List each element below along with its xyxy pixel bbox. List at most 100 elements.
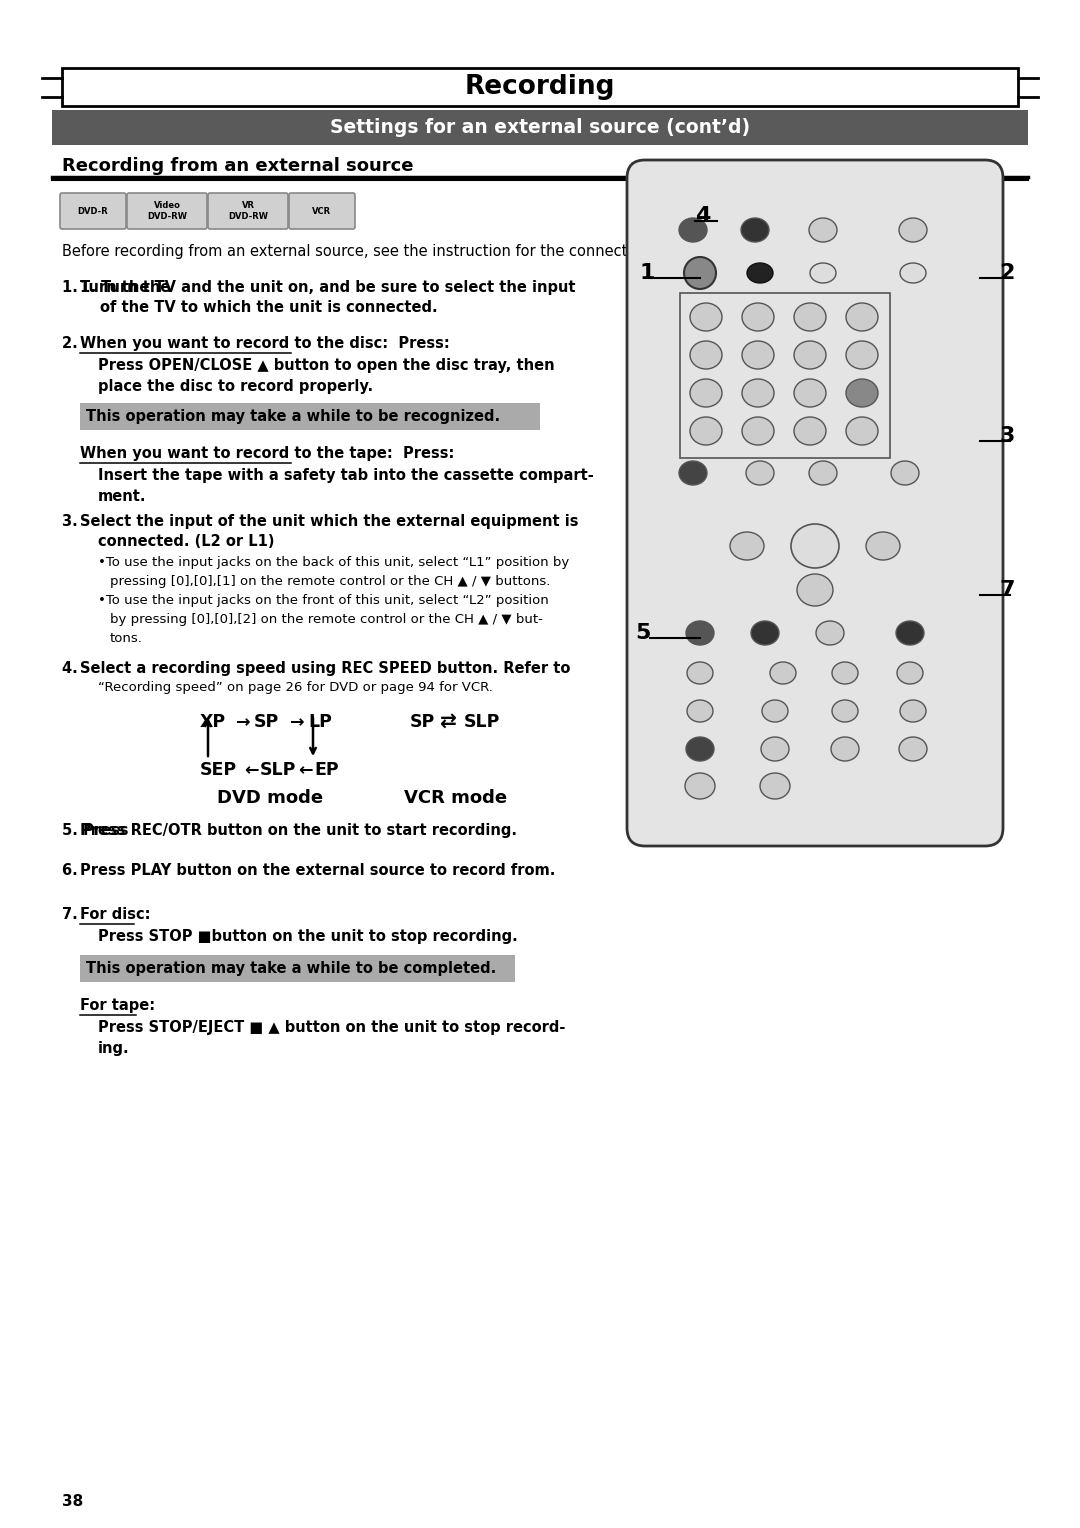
Text: 5. Press: 5. Press xyxy=(62,824,134,837)
Text: VCR: VCR xyxy=(312,206,332,215)
Ellipse shape xyxy=(809,461,837,484)
Text: ←: ← xyxy=(298,761,312,779)
Ellipse shape xyxy=(846,341,878,368)
Text: 2: 2 xyxy=(1000,263,1015,283)
Text: Before recording from an external source, see the instruction for the connection: Before recording from an external source… xyxy=(62,244,742,260)
Text: POWER: POWER xyxy=(681,206,704,212)
Text: 38: 38 xyxy=(62,1494,83,1510)
Text: Select a recording speed using REC SPEED button. Refer to: Select a recording speed using REC SPEED… xyxy=(80,662,570,675)
Text: Press OPEN/CLOSE ▲ button to open the disc tray, then: Press OPEN/CLOSE ▲ button to open the di… xyxy=(98,358,555,373)
Text: Settings for an external source (cont’d): Settings for an external source (cont’d) xyxy=(329,118,751,138)
Text: •To use the input jacks on the front of this unit, select “L2” position: •To use the input jacks on the front of … xyxy=(98,594,549,607)
Text: 2.: 2. xyxy=(62,336,83,351)
Ellipse shape xyxy=(899,736,927,761)
Ellipse shape xyxy=(791,524,839,568)
Text: 1. Turn the: 1. Turn the xyxy=(80,280,175,295)
Ellipse shape xyxy=(770,662,796,685)
Ellipse shape xyxy=(832,700,858,723)
Text: SP: SP xyxy=(410,714,435,730)
Text: Press PLAY button on the external source to record from.: Press PLAY button on the external source… xyxy=(80,863,555,879)
Text: ing.: ing. xyxy=(98,1041,130,1056)
Text: DVD mode: DVD mode xyxy=(217,788,323,807)
Text: 7: 7 xyxy=(999,581,1015,601)
Ellipse shape xyxy=(741,219,769,241)
Ellipse shape xyxy=(679,461,707,484)
Text: LP: LP xyxy=(308,714,332,730)
Text: Press REC/OTR button on the unit to start recording.: Press REC/OTR button on the unit to star… xyxy=(80,824,517,837)
Text: This operation may take a while to be recognized.: This operation may take a while to be re… xyxy=(86,410,500,423)
Text: This operation may take a while to be completed.: This operation may take a while to be co… xyxy=(86,961,496,976)
Bar xyxy=(680,293,890,458)
Text: by pressing [0],[0],[2] on the remote control or the CH ▲ / ▼ but-: by pressing [0],[0],[2] on the remote co… xyxy=(110,613,543,626)
Bar xyxy=(80,955,515,983)
Text: tons.: tons. xyxy=(110,633,143,645)
Ellipse shape xyxy=(866,532,900,559)
Ellipse shape xyxy=(810,263,836,283)
Text: →: → xyxy=(237,714,251,730)
Ellipse shape xyxy=(690,341,723,368)
Text: For disc:: For disc: xyxy=(80,908,150,921)
Text: VCR mode: VCR mode xyxy=(404,788,508,807)
Text: XP: XP xyxy=(200,714,226,730)
Text: SEP: SEP xyxy=(200,761,238,779)
Text: When you want to record to the disc:  Press:: When you want to record to the disc: Pre… xyxy=(80,336,449,351)
Text: 1.: 1. xyxy=(62,280,83,295)
FancyBboxPatch shape xyxy=(127,193,207,229)
Text: 5: 5 xyxy=(635,623,650,643)
Ellipse shape xyxy=(690,417,723,445)
Bar xyxy=(52,110,1028,145)
Text: OPEN/CLOSE: OPEN/CLOSE xyxy=(893,206,933,212)
Text: “Recording speed” on page 26 for DVD or page 94 for VCR.: “Recording speed” on page 26 for DVD or … xyxy=(98,681,492,694)
Ellipse shape xyxy=(685,773,715,799)
Text: Recording: Recording xyxy=(464,73,616,99)
Ellipse shape xyxy=(794,303,826,332)
Ellipse shape xyxy=(831,736,859,761)
Text: ←: ← xyxy=(244,761,258,779)
Text: 3.: 3. xyxy=(62,513,83,529)
Text: AUDIO: AUDIO xyxy=(813,206,834,212)
Text: Turn the TV and the unit on, and be sure to select the input: Turn the TV and the unit on, and be sure… xyxy=(80,280,576,295)
Ellipse shape xyxy=(900,700,926,723)
Text: •To use the input jacks on the back of this unit, select “L1” position by: •To use the input jacks on the back of t… xyxy=(98,556,569,568)
Text: of the TV to which the unit is connected.: of the TV to which the unit is connected… xyxy=(100,299,437,315)
Ellipse shape xyxy=(746,461,774,484)
Text: pressing [0],[0],[1] on the remote control or the CH ▲ / ▼ buttons.: pressing [0],[0],[1] on the remote contr… xyxy=(110,575,551,588)
Ellipse shape xyxy=(690,379,723,406)
Text: SLP: SLP xyxy=(464,714,500,730)
Ellipse shape xyxy=(832,662,858,685)
Ellipse shape xyxy=(687,700,713,723)
Ellipse shape xyxy=(797,575,833,607)
Text: Press STOP/EJECT ■ ▲ button on the unit to stop record-: Press STOP/EJECT ■ ▲ button on the unit … xyxy=(98,1021,565,1034)
Text: When you want to record to the tape:  Press:: When you want to record to the tape: Pre… xyxy=(80,446,455,461)
Text: 6.: 6. xyxy=(62,863,83,879)
Text: Press STOP ■button on the unit to stop recording.: Press STOP ■button on the unit to stop r… xyxy=(98,929,517,944)
Ellipse shape xyxy=(899,219,927,241)
Text: 4.: 4. xyxy=(62,662,83,675)
Ellipse shape xyxy=(900,263,926,283)
Ellipse shape xyxy=(747,263,773,283)
Text: connected. (L2 or L1): connected. (L2 or L1) xyxy=(98,533,274,549)
Ellipse shape xyxy=(751,620,779,645)
FancyBboxPatch shape xyxy=(289,193,355,229)
Ellipse shape xyxy=(846,417,878,445)
Ellipse shape xyxy=(794,341,826,368)
Bar xyxy=(80,403,540,429)
Text: REC SPEED: REC SPEED xyxy=(738,206,772,212)
Text: ment.: ment. xyxy=(98,489,147,504)
Text: SP: SP xyxy=(254,714,280,730)
FancyBboxPatch shape xyxy=(208,193,288,229)
Ellipse shape xyxy=(762,700,788,723)
Ellipse shape xyxy=(846,379,878,406)
Text: VR
DVD-RW: VR DVD-RW xyxy=(228,202,268,220)
Ellipse shape xyxy=(684,257,716,289)
Ellipse shape xyxy=(897,662,923,685)
Ellipse shape xyxy=(742,341,774,368)
Text: 3: 3 xyxy=(1000,426,1015,446)
Text: DVD-R: DVD-R xyxy=(78,206,108,215)
Ellipse shape xyxy=(690,303,723,332)
Ellipse shape xyxy=(891,461,919,484)
Text: place the disc to record properly.: place the disc to record properly. xyxy=(98,379,373,394)
Text: EP: EP xyxy=(314,761,339,779)
Ellipse shape xyxy=(896,620,924,645)
Text: ⇄: ⇄ xyxy=(440,714,457,732)
